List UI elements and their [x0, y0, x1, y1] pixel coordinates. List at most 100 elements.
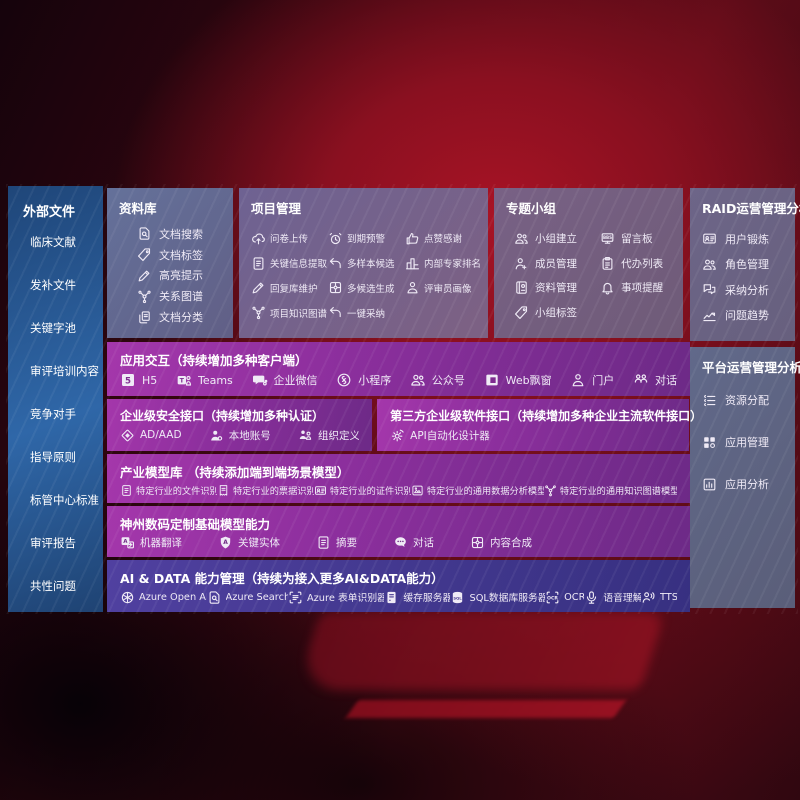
feature-item-sql-database[interactable]: SQL SQL数据库服务器 [450, 590, 545, 605]
svg-text:T: T [180, 378, 185, 385]
openai-icon [120, 590, 135, 605]
sidebar-item[interactable]: 审评报告 [30, 536, 76, 550]
feature-item-official-account[interactable]: 公众号 [410, 372, 465, 388]
feature-item-clipboard-list[interactable]: 代办列表 [600, 256, 677, 271]
feature-item-api-gear[interactable]: API自动化设计器 [390, 428, 490, 443]
sidebar-item[interactable]: 临床文献 [30, 235, 76, 249]
sidebar-item[interactable]: 标管中心标准 [30, 493, 99, 507]
feature-item-reply-arrow[interactable]: 一键采纳 [328, 305, 405, 320]
feature-label: 多样本候选 [347, 259, 395, 271]
ranking-podium-icon [405, 256, 420, 271]
feature-label: SQL数据库服务器 [469, 593, 546, 604]
feature-item-speech-mic[interactable]: 语音理解 [584, 590, 641, 605]
feature-label: 用户锻炼 [725, 232, 769, 246]
panel-title: AI & DATA 能力管理（持续为接入更多AI&DATA能力） [120, 571, 444, 586]
feature-item-chat-bubble[interactable]: 对话 [393, 535, 434, 550]
feature-item-summary-doc[interactable]: 摘要 [316, 535, 357, 550]
feature-item-resource-book[interactable]: 资料管理 [514, 280, 600, 295]
feature-item-teams[interactable]: T Teams [176, 372, 233, 388]
feature-item-doc-file[interactable]: 特定行业的文件识别 [120, 483, 217, 497]
feature-item-receipt[interactable]: 特定行业的票据识别 [217, 483, 314, 497]
feature-item-people[interactable]: 小组建立 [514, 231, 600, 246]
feature-label: 问题趋势 [725, 309, 769, 323]
sidebar-item[interactable]: 指导原则 [30, 450, 76, 464]
feature-item-alarm[interactable]: 到期预警 [328, 231, 405, 246]
sidebar-item[interactable]: 竞争对手 [30, 407, 76, 421]
feature-label: 特定行业的票据识别 [232, 486, 314, 497]
feature-item-data-image[interactable]: 特定行业的通用数据分析模型 [411, 483, 544, 497]
background-glow-shape [295, 612, 666, 690]
feature-item-qa-chat[interactable]: 采纳分析 [702, 282, 789, 298]
feature-item-config-list[interactable]: 资源分配 [702, 392, 789, 408]
wechat-work-icon [252, 372, 268, 388]
cache-server-icon [384, 590, 399, 605]
feature-item-wechat-work[interactable]: 企业微信 [252, 372, 318, 388]
feature-item-person[interactable]: 评审员画像 [405, 280, 482, 295]
feature-item-portal-person[interactable]: 门户 [570, 372, 614, 388]
feature-label: 摘要 [336, 537, 357, 549]
feature-item-cache-server[interactable]: 缓存服务器 [384, 590, 450, 605]
panel-project-management: 项目管理 问卷上传 到期预警 点赞感谢 关键信息提取 多样本候选 内部专家排名 回复库维护 多候… [239, 188, 488, 338]
feature-item-thumbs-up[interactable]: 点赞感谢 [405, 231, 482, 246]
sql-database-icon: SQL [450, 590, 465, 605]
feature-item-tag[interactable]: 文档标签 [137, 247, 227, 263]
feature-item-doc-search[interactable]: 文档搜索 [137, 226, 227, 242]
sidebar-item[interactable]: 共性问题 [30, 579, 76, 593]
feature-item-entity-shield[interactable]: A 关键实体 [218, 535, 280, 550]
feature-item-mini-program[interactable]: 小程序 [336, 372, 391, 388]
feature-item-ad-diamond[interactable]: AD/AAD [120, 428, 181, 443]
feature-item-id-card[interactable]: 特定行业的证件识别 [314, 483, 411, 497]
feature-item-h5-badge[interactable]: 5 H5 [120, 372, 157, 388]
doc-file-icon [120, 484, 133, 497]
sidebar-item[interactable]: 关键字池 [30, 321, 76, 335]
feature-item-translate-badge[interactable]: A 机器翻译 [120, 535, 182, 550]
feature-item-doc-extract[interactable]: 关键信息提取 [251, 256, 328, 271]
cloud-upload-icon [251, 231, 266, 246]
feature-item-openai[interactable]: Azure Open AI [120, 590, 207, 605]
summary-doc-icon [316, 535, 331, 550]
feature-item-web-window[interactable]: Web飘窗 [484, 372, 552, 388]
panel-title: 应用交互（持续增加多种客户端） [120, 353, 308, 368]
svg-text:BBS: BBS [603, 235, 612, 240]
feature-item-highlight-pen[interactable]: 高亮提示 [137, 267, 227, 283]
pencil-icon [251, 280, 266, 295]
feature-item-app-chart[interactable]: 应用分析 [702, 476, 789, 492]
feature-label: OCR [564, 591, 585, 603]
feature-item-bbs-board[interactable]: BBS 留言板 [600, 231, 677, 246]
doc-extract-icon [251, 256, 266, 271]
feature-item-trend-chart[interactable]: 问题趋势 [702, 307, 789, 323]
clipboard-list-icon [600, 256, 615, 271]
feature-item-person-add[interactable]: 成员管理 [514, 256, 600, 271]
feature-item-knowledge-graph[interactable]: 关系图谱 [137, 288, 227, 304]
feature-item-doc-copies[interactable]: 文档分类 [137, 309, 227, 325]
feature-item-tts-person[interactable]: TTS [641, 590, 677, 605]
feature-item-tag[interactable]: 小组标签 [514, 305, 600, 320]
feature-item-form-recognizer[interactable]: Azure 表单识别器 [288, 590, 384, 605]
feature-item-app-grid[interactable]: 应用管理 [702, 434, 789, 450]
feature-item-people[interactable]: 角色管理 [702, 256, 789, 272]
feature-item-knowledge-graph[interactable]: 项目知识图谱 [251, 305, 328, 320]
sidebar-item[interactable]: 审评培训内容 [30, 364, 99, 378]
feature-item-bell[interactable]: 事项提醒 [600, 280, 677, 295]
local-account-icon [209, 428, 224, 443]
sidebar-item[interactable]: 发补文件 [30, 278, 76, 292]
feature-item-doc-search[interactable]: Azure Search [207, 590, 288, 605]
panel-platform-analysis: 平台运营管理分析 资源分配 应用管理 应用分析 [690, 347, 800, 608]
feature-item-pencil[interactable]: 回复库维护 [251, 280, 328, 295]
reply-arrow-icon [328, 305, 343, 320]
feature-item-knowledge-graph[interactable]: 特定行业的通用知识图谱模型 [544, 483, 677, 497]
feature-item-local-account[interactable]: 本地账号 [209, 428, 270, 443]
feature-item-compose-puzzle[interactable]: 内容合成 [470, 535, 532, 550]
feature-label: 高亮提示 [159, 269, 203, 283]
feature-item-dialog-people[interactable]: 对话 [633, 372, 677, 388]
config-list-icon [702, 393, 717, 408]
feature-item-cloud-upload[interactable]: 问卷上传 [251, 231, 328, 246]
dialog-people-icon [633, 372, 649, 388]
feature-item-id-card[interactable]: 用户锻炼 [702, 231, 789, 247]
feature-item-ocr-badge[interactable]: OCR OCR [545, 590, 584, 605]
feature-item-ranking-podium[interactable]: 内部专家排名 [405, 256, 482, 271]
feature-item-org-define[interactable]: 组织定义 [298, 428, 359, 443]
feature-item-reply-arrow[interactable]: 多样本候选 [328, 256, 405, 271]
feature-item-puzzle[interactable]: 多候选生成 [328, 280, 405, 295]
row-block: AI & DATA 能力管理（持续为接入更多AI&DATA能力） Azure Op… [107, 560, 690, 612]
